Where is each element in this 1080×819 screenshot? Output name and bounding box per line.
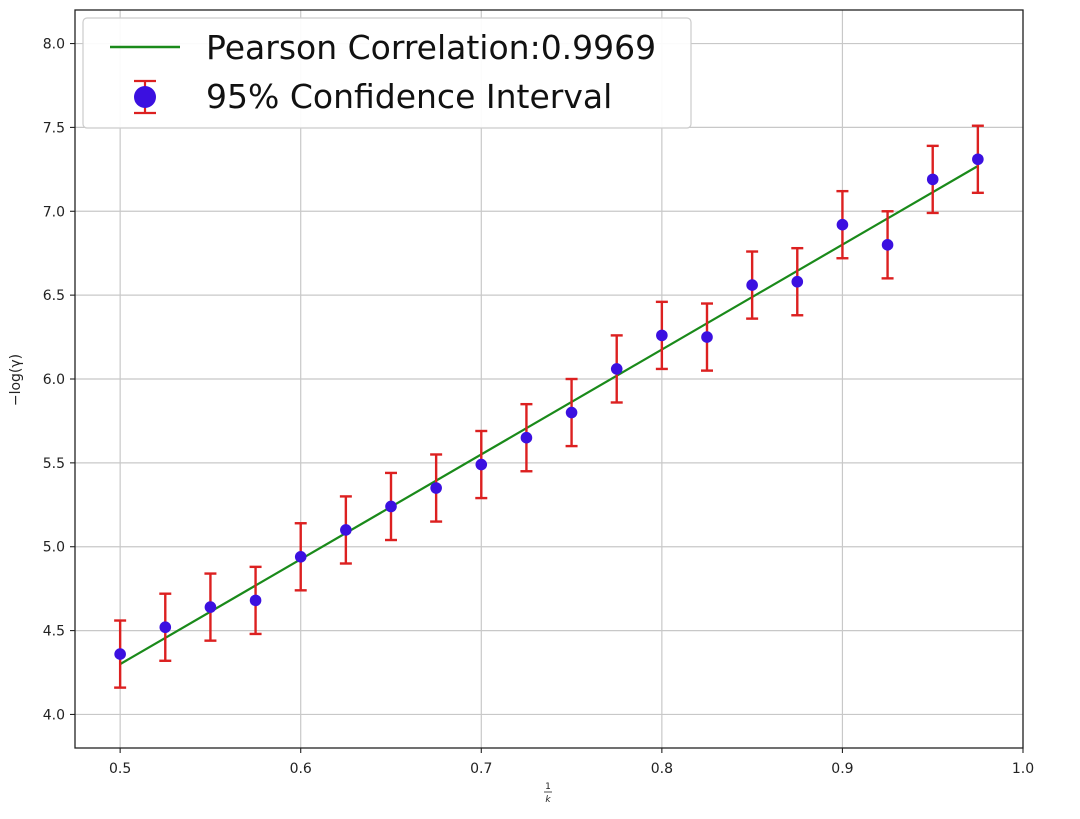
legend-errorbar-swatch xyxy=(134,79,156,115)
data-point xyxy=(610,363,623,375)
x-axis-label-denominator: k xyxy=(545,795,551,805)
data-point xyxy=(430,482,442,494)
data-point xyxy=(836,218,849,231)
data-point xyxy=(520,431,533,444)
error-bars xyxy=(114,124,984,689)
data-point xyxy=(701,331,713,343)
x-axis-ticks: 0.5 0.6 0.7 0.8 0.9 1.0 xyxy=(109,748,1034,777)
legend-box xyxy=(82,17,692,129)
legend-label-pearson: Pearson Correlation:0.9969 xyxy=(206,28,656,67)
y-axis-label: −log(γ) xyxy=(8,354,24,406)
y-axis-ticks: 4.0 4.5 5.0 5.5 6.0 6.5 7.0 7.5 8.0 xyxy=(43,37,75,723)
fit-line xyxy=(119,165,979,666)
y-tick-label: 4.0 xyxy=(43,707,65,723)
data-point xyxy=(340,524,352,536)
data-point xyxy=(294,550,307,563)
x-tick-label: 0.9 xyxy=(831,761,853,777)
y-tick-label: 6.0 xyxy=(43,372,65,388)
data-point xyxy=(926,173,939,186)
x-tick-label: 0.7 xyxy=(470,761,492,777)
y-tick-label: 8.0 xyxy=(43,37,65,53)
y-tick-label: 6.5 xyxy=(43,288,65,304)
data-point xyxy=(881,239,894,251)
y-tick-label: 5.0 xyxy=(43,540,65,556)
data-point xyxy=(204,601,217,613)
data-point xyxy=(475,458,488,471)
data-point xyxy=(385,500,397,513)
y-tick-label: 7.5 xyxy=(43,120,65,136)
data-point xyxy=(249,594,262,607)
x-axis-label-numerator: 1 xyxy=(545,782,551,792)
x-tick-label: 0.8 xyxy=(651,761,673,777)
data-point xyxy=(114,648,126,660)
x-axis-label: 1 k xyxy=(544,782,552,805)
data-point xyxy=(565,406,578,419)
y-tick-label: 4.5 xyxy=(43,624,65,640)
fit-line-layer xyxy=(119,165,979,666)
y-tick-label: 5.5 xyxy=(43,456,65,472)
legend: Pearson Correlation:0.9969 95% Confidenc… xyxy=(82,17,692,129)
data-point xyxy=(656,329,668,342)
legend-label-confidence: 95% Confidence Interval xyxy=(206,77,612,116)
data-point xyxy=(972,153,984,166)
x-tick-label: 1.0 xyxy=(1012,761,1034,777)
data-point xyxy=(746,279,758,291)
y-tick-label: 7.0 xyxy=(43,204,65,220)
data-points xyxy=(114,153,984,660)
data-point xyxy=(159,621,172,634)
data-point xyxy=(791,275,804,288)
x-tick-label: 0.5 xyxy=(109,761,131,777)
x-tick-label: 0.6 xyxy=(290,761,312,777)
